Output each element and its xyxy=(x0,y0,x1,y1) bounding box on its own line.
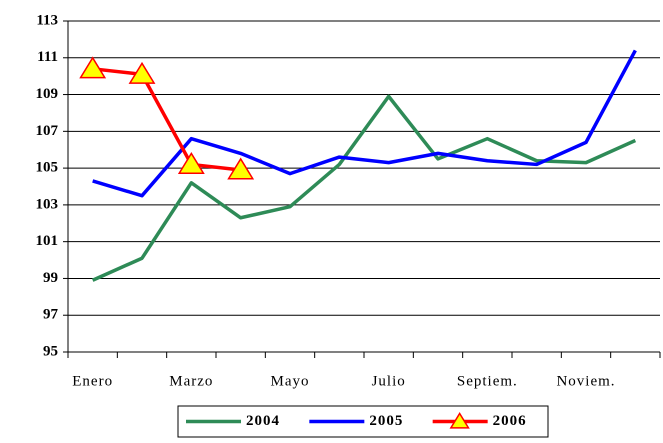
y-tick-label: 105 xyxy=(36,160,59,176)
legend-marker xyxy=(449,412,470,429)
x-tick-label: Julio xyxy=(372,373,406,389)
y-tick-label: 101 xyxy=(36,233,59,249)
x-tick-label: Septiem. xyxy=(457,373,518,389)
y-tick-label: 95 xyxy=(43,343,58,359)
y-tick-label: 107 xyxy=(36,123,59,139)
x-tick-label: Marzo xyxy=(169,373,213,389)
x-tick-label: Enero xyxy=(72,373,113,389)
marker xyxy=(128,61,156,84)
marker xyxy=(79,56,107,79)
y-tick-label: 109 xyxy=(36,86,59,102)
y-tick-label: 113 xyxy=(36,12,58,28)
series-line xyxy=(92,49,637,198)
y-tick-label: 103 xyxy=(36,196,59,212)
y-tick-label: 97 xyxy=(43,307,59,323)
marker xyxy=(177,151,205,174)
series-line xyxy=(91,94,637,282)
y-tick-label: 111 xyxy=(37,49,58,65)
y-tick-label: 99 xyxy=(43,270,58,286)
x-tick-label: Mayo xyxy=(271,373,310,389)
legend-label: 2004 xyxy=(246,413,280,429)
legend-label: 2006 xyxy=(493,413,527,429)
marker xyxy=(227,157,255,180)
series-line xyxy=(92,67,241,172)
x-tick-label: Noviem. xyxy=(556,373,615,389)
legend-label: 2005 xyxy=(369,413,403,429)
